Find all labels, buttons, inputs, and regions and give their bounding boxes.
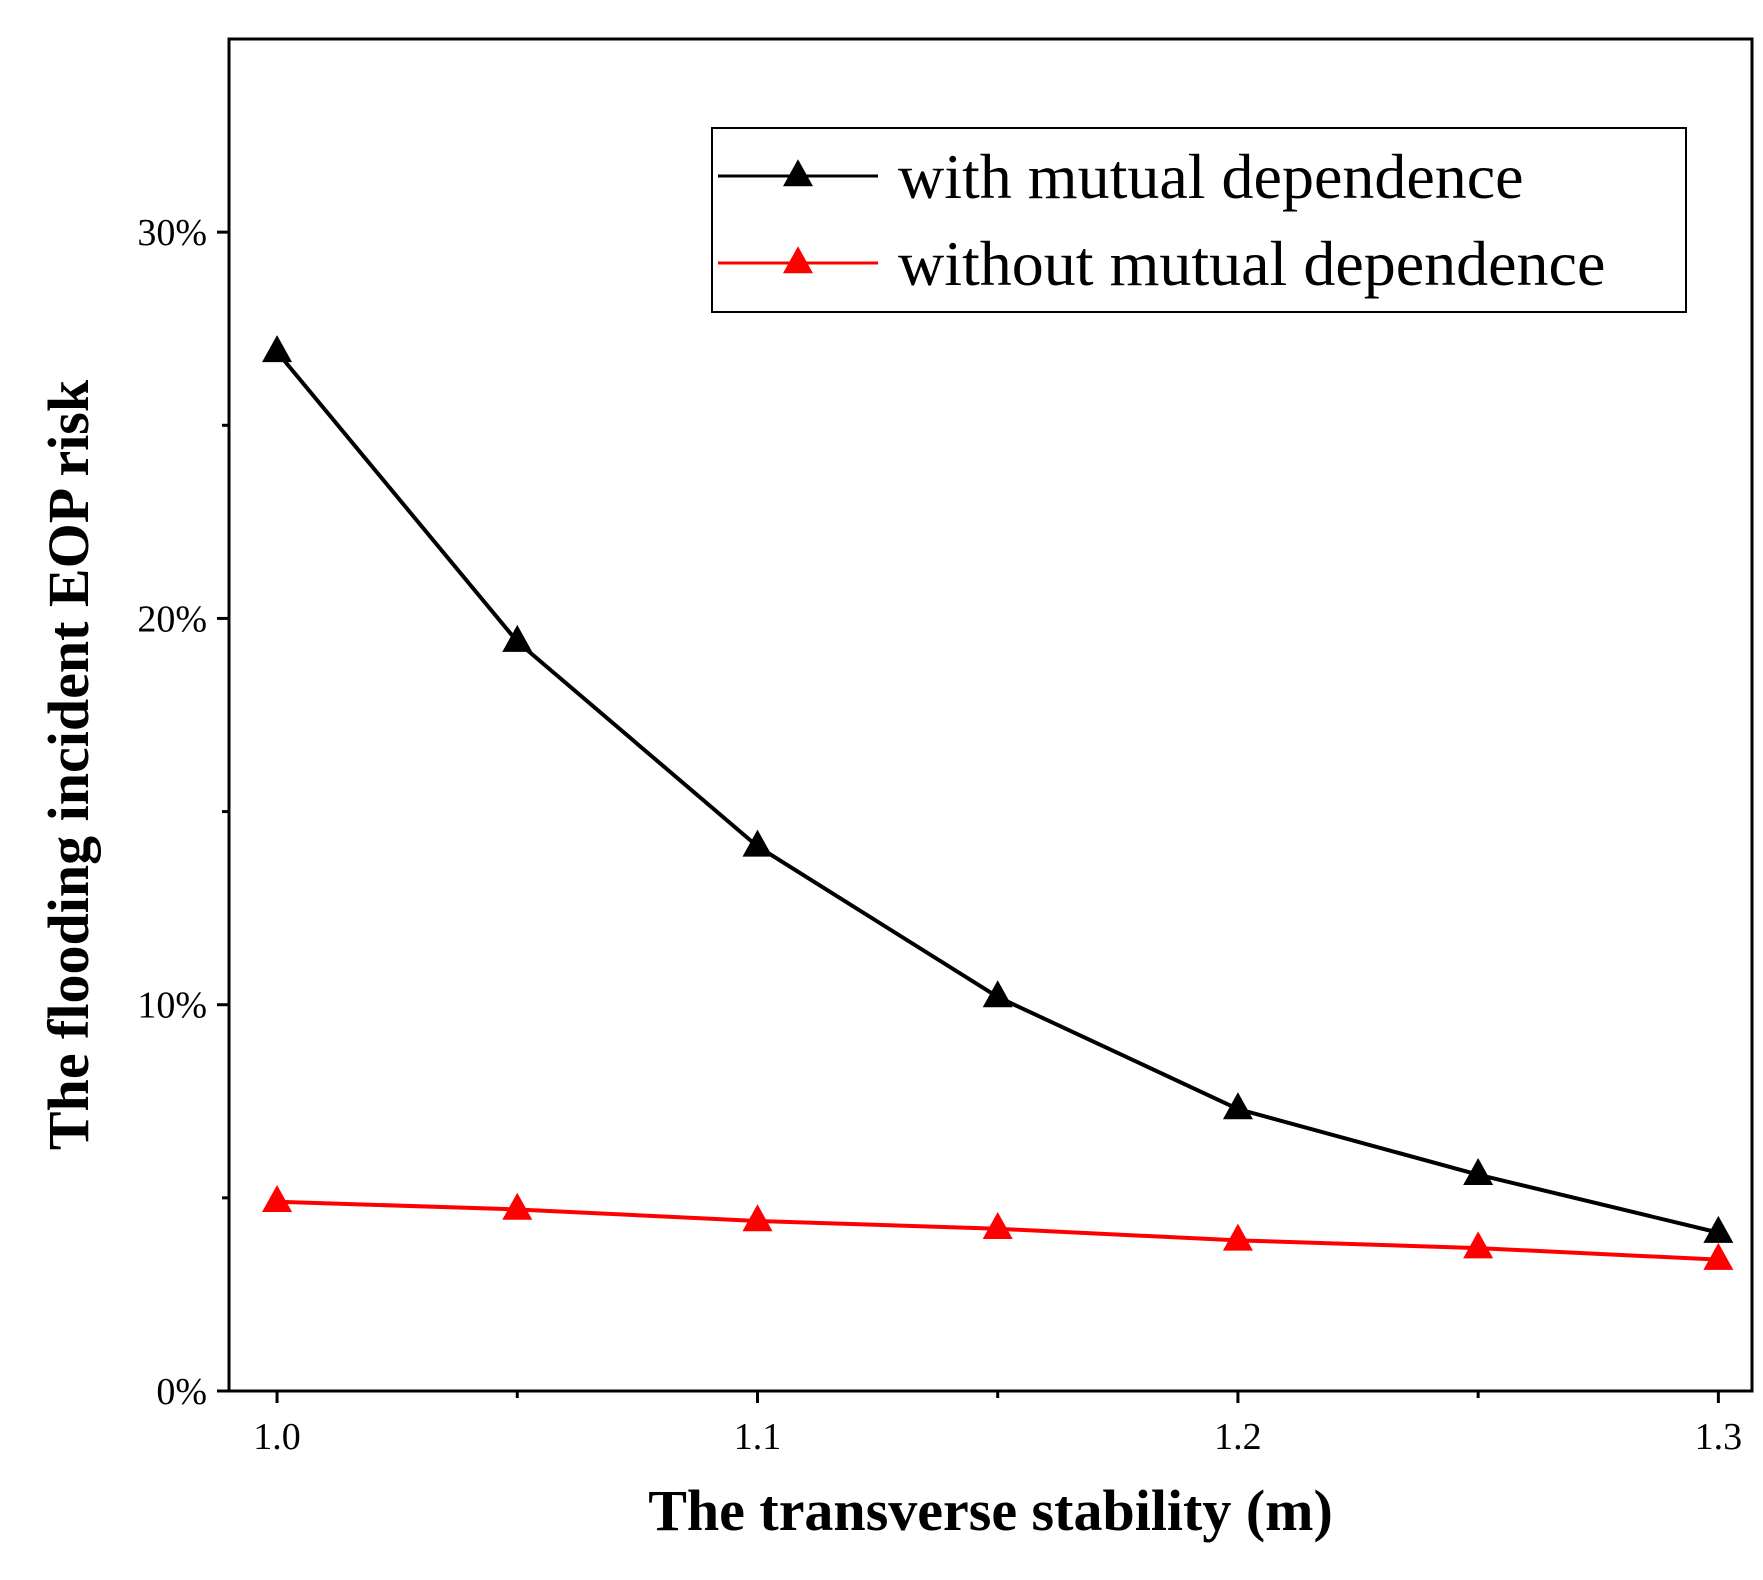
- legend: with mutual dependence without mutual de…: [711, 127, 1687, 313]
- legend-marker-with-mutual-dependence: [783, 159, 813, 187]
- x-tick-label: 1.2: [1214, 1416, 1262, 1458]
- y-tick-label: 10%: [137, 985, 207, 1027]
- y-tick-label: 30%: [137, 212, 207, 254]
- data-point-with-mutual-dependence: [982, 980, 1013, 1008]
- data-point-without-mutual-dependence: [1463, 1231, 1494, 1259]
- data-point-without-mutual-dependence: [1222, 1223, 1253, 1251]
- data-point-without-mutual-dependence: [982, 1212, 1013, 1240]
- data-point-without-mutual-dependence: [262, 1184, 293, 1212]
- data-point-with-mutual-dependence: [262, 335, 293, 363]
- x-tick-label: 1.1: [734, 1416, 782, 1458]
- x-tick-label: 1.3: [1695, 1416, 1743, 1458]
- data-point-without-mutual-dependence: [502, 1192, 533, 1220]
- ticks-layer: 1.0 1.1 1.2 1.3 0% 10% 20% 30%: [137, 212, 1742, 1458]
- y-tick-label: 0%: [156, 1371, 207, 1413]
- data-point-with-mutual-dependence: [1222, 1092, 1253, 1120]
- data-point-with-mutual-dependence: [1703, 1215, 1734, 1243]
- series-layer: [262, 335, 1734, 1270]
- data-point-with-mutual-dependence: [1463, 1157, 1494, 1185]
- legend-box: [711, 127, 1687, 313]
- data-point-with-mutual-dependence: [742, 829, 773, 857]
- y-tick-label: 20%: [137, 598, 207, 640]
- y-axis-title: The flooding incident EOP risk: [36, 379, 101, 1150]
- plot-frame: [227, 37, 1754, 1393]
- series-line-with-mutual-dependence: [275, 350, 1719, 1235]
- x-axis-title: The transverse stability (m): [648, 1478, 1333, 1543]
- legend-label-without-mutual-dependence: without mutual dependence: [898, 228, 1605, 299]
- x-tick-label: 1.0: [253, 1416, 301, 1458]
- data-point-without-mutual-dependence: [742, 1204, 773, 1232]
- data-point-without-mutual-dependence: [1703, 1242, 1734, 1270]
- legend-marker-without-mutual-dependence: [783, 246, 813, 274]
- legend-label-with-mutual-dependence: with mutual dependence: [898, 141, 1524, 212]
- data-point-with-mutual-dependence: [502, 624, 533, 652]
